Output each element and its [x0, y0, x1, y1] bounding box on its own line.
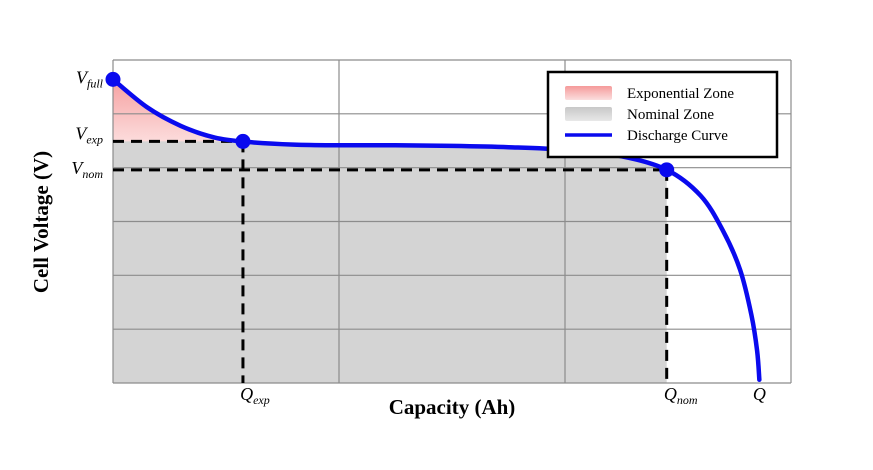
- guides-layer: [113, 139, 669, 383]
- legend: Exponential Zone Nominal Zone Discharge …: [546, 70, 779, 159]
- legend-swatch-exponential: [565, 86, 612, 100]
- curve-layer: [110, 77, 762, 383]
- key-point-nom: [659, 162, 675, 178]
- nominal-zone: [113, 79, 667, 383]
- y-label-exp: Vexp: [75, 123, 103, 146]
- zones-layer: [113, 79, 667, 383]
- discharge-curve-line: [110, 77, 762, 383]
- x-axis-title: Capacity (Ah): [389, 395, 516, 419]
- exponential-zone: [113, 79, 243, 142]
- points-layer: [105, 71, 675, 178]
- key-point-exp: [235, 133, 251, 149]
- x-label-q: Q: [753, 384, 766, 404]
- y-axis-title: Cell Voltage (V): [29, 151, 53, 293]
- y-label-full: Vfull: [76, 67, 104, 90]
- labels-layer: Vfull Vexp Vnom Qexp Qnom Q: [71, 67, 766, 407]
- key-point-full: [105, 71, 121, 87]
- legend-label-nominal: Nominal Zone: [627, 107, 714, 123]
- legend-swatch-nominal: [565, 107, 612, 121]
- legend-label-curve: Discharge Curve: [627, 128, 728, 144]
- grid-layer: [112, 59, 792, 384]
- x-label-exp: Qexp: [240, 384, 270, 407]
- legend-label-exponential: Exponential Zone: [627, 86, 734, 102]
- x-label-nom: Qnom: [664, 384, 698, 407]
- y-label-nom: Vnom: [71, 158, 103, 181]
